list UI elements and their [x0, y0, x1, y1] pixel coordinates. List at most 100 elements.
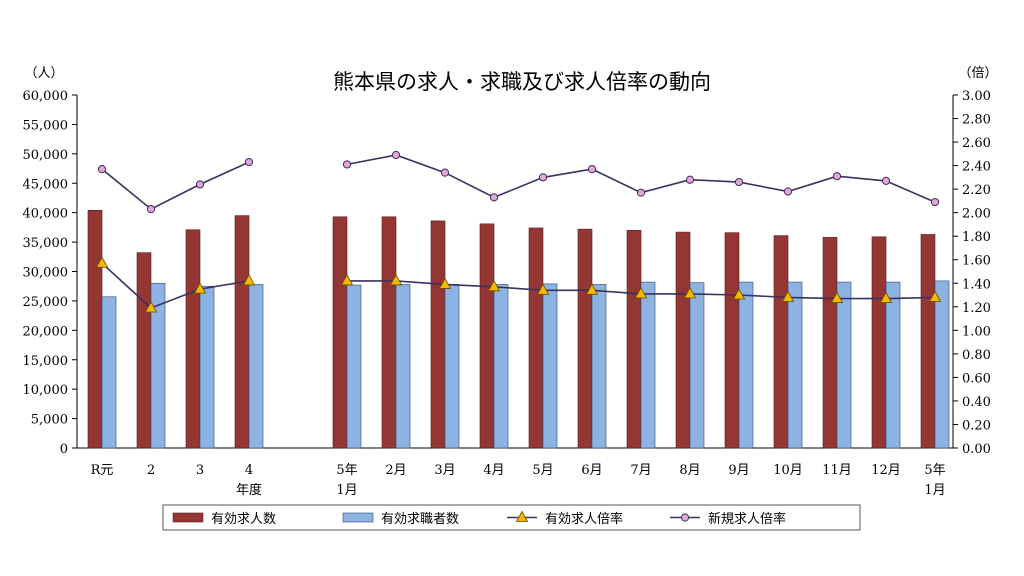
new-ratio-marker [685, 175, 695, 184]
ratio-marker [634, 287, 648, 299]
offers-bar [773, 235, 789, 449]
left-axis-tick-label: 5,000 [31, 413, 68, 428]
new-ratio-marker [881, 176, 891, 185]
seekers-bar [836, 281, 852, 449]
x-tick-label: 3月 [434, 463, 455, 478]
offers-bar [136, 252, 152, 449]
right-axis-tick-label: 0.80 [962, 348, 991, 363]
right-axis-tick-label: 1.00 [962, 324, 991, 339]
left-axis-tick-label: 40,000 [23, 207, 69, 222]
seekers-bar [150, 282, 166, 449]
left-axis-tick-label: 0 [60, 442, 68, 457]
offers-bar [577, 228, 593, 449]
x-tick-label: 10月 [773, 463, 803, 478]
new-ratio-marker [97, 165, 107, 174]
right-axis-tick-label: 3.00 [962, 89, 991, 104]
seekers-bar [640, 281, 656, 449]
legend: 有効求人数 有効求職者数 有効求人倍率 新規求人倍率 [162, 504, 861, 531]
legend-ratio-marker [515, 510, 529, 522]
x-tick-label: 6月 [581, 463, 602, 478]
x-tick-label: 12月 [871, 463, 901, 478]
offers-bar [87, 210, 103, 449]
new-ratio-marker [195, 180, 205, 189]
legend-ratio-label: 有効求人倍率 [545, 511, 623, 527]
legend-new-ratio-marker [680, 513, 690, 522]
x-tick-label: 8月 [679, 463, 700, 478]
offers-bar [332, 216, 348, 449]
left-axis-unit: （人） [24, 66, 63, 81]
ratio-marker [95, 256, 109, 268]
x-tick-label: 5月 [532, 463, 553, 478]
seekers-bar [444, 284, 460, 449]
seekers-bar [248, 284, 264, 449]
right-axis-tick-label: 2.80 [962, 113, 991, 128]
new-ratio-marker [391, 150, 401, 160]
offers-bar [479, 223, 495, 449]
new-ratio-marker [734, 177, 744, 187]
offers-bar [528, 227, 544, 449]
left-axis-tick-label: 45,000 [23, 177, 69, 192]
new-ratio-marker [930, 197, 940, 207]
x-tick-label: 9月 [728, 463, 749, 478]
offers-bar [724, 232, 740, 449]
x-tick-label: 7月 [630, 463, 651, 478]
ratio-marker [732, 288, 746, 300]
seekers-bar [934, 280, 950, 449]
x-tick-label: 5年 [924, 463, 945, 478]
right-axis-tick-label: 2.40 [962, 160, 991, 175]
left-axis-tick-label: 15,000 [23, 354, 69, 369]
ratio-marker [683, 287, 697, 299]
left-axis-tick-label: 35,000 [23, 236, 69, 251]
offers-bar [430, 220, 446, 449]
right-axis-tick-label: 0.20 [962, 418, 991, 433]
x-tick-label: 2月 [385, 463, 406, 478]
ratio-marker [487, 279, 501, 292]
left-axis-tick-label: 20,000 [23, 324, 69, 339]
new-ratio-marker [440, 168, 450, 177]
new-ratio-marker [146, 205, 156, 214]
right-axis-tick-label: 1.60 [962, 254, 991, 269]
x-tick-label: 3 [196, 463, 204, 478]
right-axis-tick-label: 0.40 [962, 395, 991, 410]
left-axis-tick-label: 10,000 [23, 383, 69, 398]
left-axis-tick-label: 55,000 [23, 118, 69, 133]
left-axis-tick-label: 30,000 [23, 266, 69, 281]
ratio-marker [830, 291, 844, 303]
right-axis-tick-label: 1.20 [962, 301, 991, 316]
legend-new-ratio-label: 新規求人倍率 [708, 511, 786, 527]
x-tick-label: 1月 [924, 483, 945, 498]
new-ratio-marker [342, 160, 352, 169]
right-axis-tick-label: 2.60 [962, 136, 991, 151]
x-tick-label: 2 [147, 463, 155, 478]
x-tick-label: 4月 [483, 463, 504, 478]
offers-bar [822, 237, 838, 449]
ratio-line [101, 262, 250, 309]
legend-offers-label: 有効求人数 [211, 512, 276, 527]
seekers-bar [101, 296, 117, 449]
x-tick-label: 4 [245, 463, 253, 478]
new-ratio-marker [636, 188, 646, 197]
new-ratio-line [101, 161, 250, 211]
ratio-marker [340, 274, 354, 286]
right-axis-tick-label: 2.20 [962, 183, 991, 198]
right-axis-tick-label: 0.00 [962, 442, 991, 457]
seekers-bar [591, 284, 607, 449]
left-axis-tick-label: 25,000 [23, 295, 69, 310]
ratio-marker [438, 277, 452, 289]
seekers-bar [885, 281, 901, 449]
new-ratio-marker [832, 172, 842, 181]
ratio-marker [585, 283, 599, 295]
x-tick-label: R元 [91, 463, 114, 478]
offers-bar [920, 234, 936, 449]
right-axis-unit: （倍） [958, 66, 997, 81]
offers-bar [234, 215, 250, 449]
ratio-marker [536, 283, 550, 295]
seekers-bar [493, 284, 509, 449]
new-ratio-marker [244, 157, 254, 167]
left-axis-tick-label: 50,000 [23, 148, 69, 163]
ratio-marker [879, 291, 893, 303]
seekers-bar [542, 283, 558, 449]
seekers-bar [689, 282, 705, 449]
offers-bar [675, 231, 691, 449]
seekers-bar [199, 285, 215, 449]
